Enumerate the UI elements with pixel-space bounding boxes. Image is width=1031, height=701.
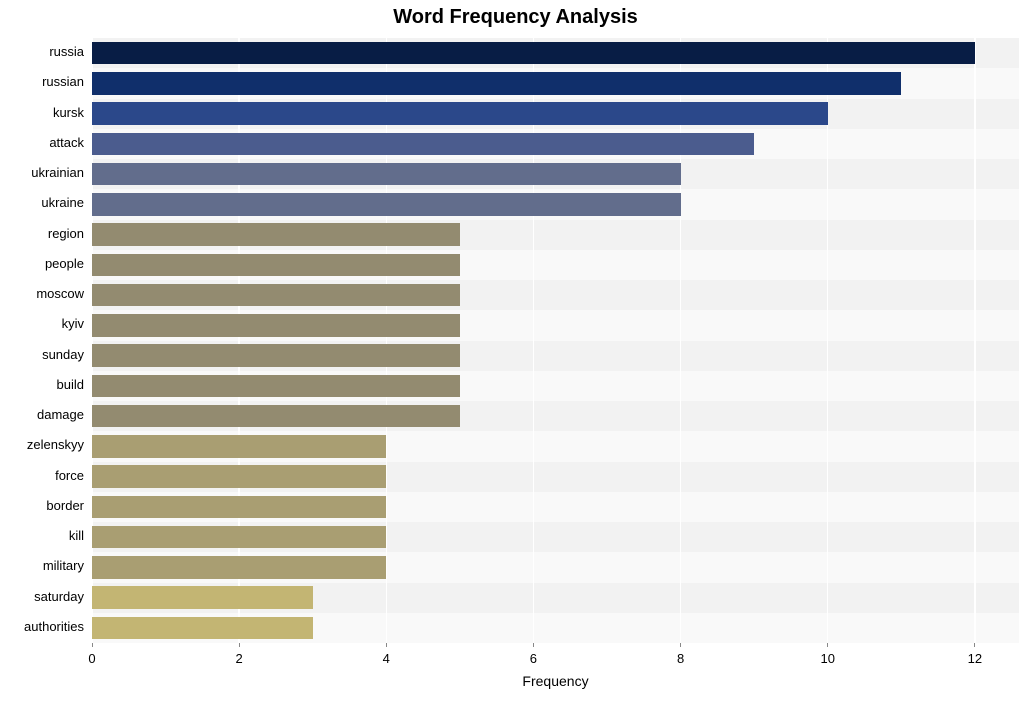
plot-area <box>92 38 1019 643</box>
y-tick-label: ukraine <box>41 195 84 210</box>
bar <box>92 344 460 367</box>
y-tick-label: kyiv <box>62 316 84 331</box>
x-gridline <box>680 38 682 643</box>
x-tick-label: 12 <box>968 651 982 666</box>
y-tick-label: moscow <box>36 286 84 301</box>
y-tick-label: military <box>43 558 84 573</box>
x-gridline <box>386 38 388 643</box>
bar <box>92 375 460 398</box>
y-tick-label: region <box>48 226 84 241</box>
chart-title: Word Frequency Analysis <box>0 6 1031 29</box>
x-gridline <box>91 38 93 643</box>
y-tick-label: zelenskyy <box>27 437 84 452</box>
y-tick-label: authorities <box>24 619 84 634</box>
x-tick-mark <box>533 643 534 647</box>
x-gridline <box>238 38 240 643</box>
x-tick-mark <box>239 643 240 647</box>
bar <box>92 193 681 216</box>
x-tick-label: 8 <box>677 651 684 666</box>
y-tick-label: ukrainian <box>31 165 84 180</box>
x-tick-mark <box>386 643 387 647</box>
bar <box>92 102 828 125</box>
y-tick-label: russian <box>42 74 84 89</box>
y-tick-label: saturday <box>34 589 84 604</box>
x-gridline <box>533 38 535 643</box>
y-tick-label: damage <box>37 407 84 422</box>
bar <box>92 254 460 277</box>
bar <box>92 405 460 428</box>
y-tick-label: attack <box>49 135 84 150</box>
bar <box>92 526 386 549</box>
bar <box>92 465 386 488</box>
y-tick-label: people <box>45 256 84 271</box>
x-tick-label: 10 <box>820 651 834 666</box>
y-tick-label: russia <box>49 44 84 59</box>
bar <box>92 284 460 307</box>
x-tick-mark <box>974 643 975 647</box>
bar <box>92 223 460 246</box>
bar <box>92 163 681 186</box>
y-tick-label: kill <box>69 528 84 543</box>
x-tick-mark <box>680 643 681 647</box>
bar <box>92 496 386 519</box>
bar <box>92 435 386 458</box>
x-tick-label: 6 <box>530 651 537 666</box>
bar <box>92 586 313 609</box>
x-gridline <box>827 38 829 643</box>
x-gridline <box>974 38 976 643</box>
x-tick-mark <box>827 643 828 647</box>
bar <box>92 133 754 156</box>
word-frequency-chart: Word Frequency Analysis russia russian kur… <box>0 0 1031 701</box>
x-tick-label: 2 <box>236 651 243 666</box>
bar <box>92 617 313 640</box>
x-tick-label: 0 <box>88 651 95 666</box>
bar <box>92 42 975 65</box>
y-tick-label: border <box>46 498 84 513</box>
x-tick-mark <box>92 643 93 647</box>
x-tick-label: 4 <box>383 651 390 666</box>
y-tick-label: build <box>57 377 84 392</box>
bar <box>92 72 901 95</box>
x-axis-label: Frequency <box>522 673 588 689</box>
y-tick-label: kursk <box>53 105 84 120</box>
bar <box>92 556 386 579</box>
y-tick-label: sunday <box>42 347 84 362</box>
bar <box>92 314 460 337</box>
y-tick-label: force <box>55 468 84 483</box>
